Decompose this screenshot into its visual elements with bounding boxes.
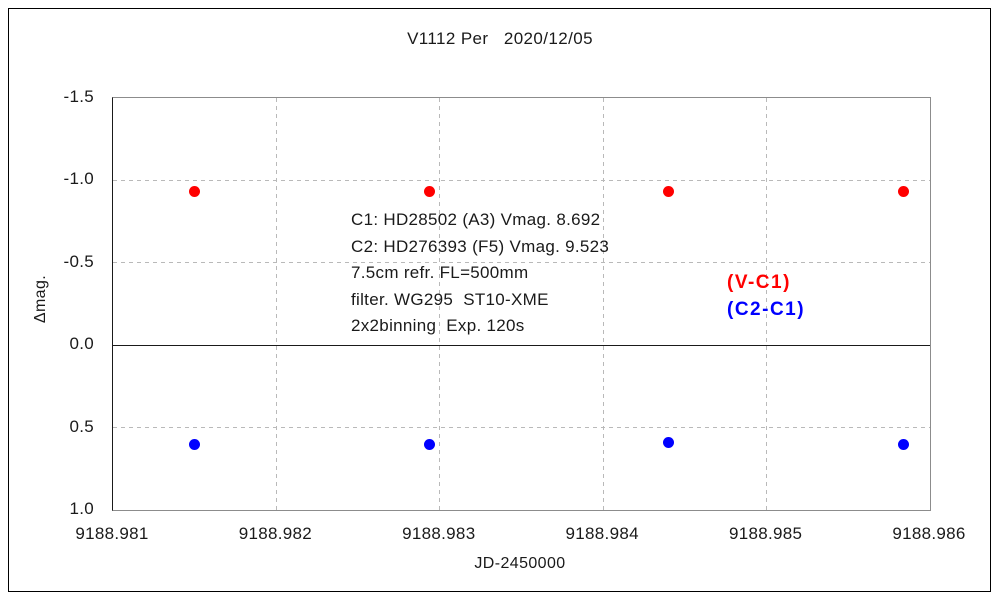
x-tick-label: 9188.983 xyxy=(402,524,476,543)
data-point-c2-c1 xyxy=(663,436,675,448)
v-gridline xyxy=(766,98,768,510)
data-point-v-c1 xyxy=(189,186,201,198)
note-filter-camera: filter. WG295 ST10-XME xyxy=(351,289,549,309)
figure-border xyxy=(8,8,991,592)
data-point-v-c1 xyxy=(424,186,436,198)
y-tick-label: 0.0 xyxy=(69,334,94,354)
y-tick-label: 1.0 xyxy=(69,499,94,518)
x-tick-label: 9188.982 xyxy=(238,524,313,543)
y-axis-title: Δmag. xyxy=(32,274,49,324)
plot-area xyxy=(112,97,931,511)
data-point-v-c1 xyxy=(898,186,910,198)
x-tick-label: 9188.985 xyxy=(728,524,803,543)
h-gridline xyxy=(113,427,930,429)
x-tick-label: 9188.986 xyxy=(892,524,966,543)
data-point-c2-c1 xyxy=(898,438,910,450)
note-comparison-star-c2: C2: HD276393 (F5) Vmag. 9.523 xyxy=(351,236,610,256)
y-tick-label: -0.5 xyxy=(63,251,94,271)
data-point-v-c1 xyxy=(663,186,675,198)
legend-entry-v-c1: (V-C1) xyxy=(727,272,791,293)
legend-entry-c2-c1: (C2-C1) xyxy=(727,299,806,320)
zero-axis-line xyxy=(113,344,930,346)
y-tick-label: 0.5 xyxy=(69,416,94,436)
h-gridline xyxy=(113,179,930,181)
note-comparison-star-c1: C1: HD28502 (A3) Vmag. 8.692 xyxy=(351,210,601,229)
x-axis-title: JD-2450000 xyxy=(474,555,566,572)
h-gridline xyxy=(113,262,930,264)
x-tick-label: 9188.984 xyxy=(565,524,639,543)
v-gridline xyxy=(439,98,441,510)
data-point-c2-c1 xyxy=(424,438,436,450)
note-binning-exposure: 2x2binning Exp. 120s xyxy=(351,316,525,335)
v-gridline xyxy=(275,98,277,510)
observation-notes: C1: HD28502 (A3) Vmag. 8.692 C2: HD27639… xyxy=(351,207,609,340)
y-tick-label: -1.5 xyxy=(63,87,94,106)
note-telescope: 7.5cm refr. FL=500mm xyxy=(351,263,529,282)
v-gridline xyxy=(602,98,604,510)
data-point-c2-c1 xyxy=(189,438,201,450)
legend: (V-C1) (C2-C1) xyxy=(727,269,805,323)
x-tick-label: 9188.981 xyxy=(75,524,149,543)
y-tick-label: -1.0 xyxy=(63,169,94,189)
chart-title: V1112 Per 2020/12/05 xyxy=(407,29,593,48)
